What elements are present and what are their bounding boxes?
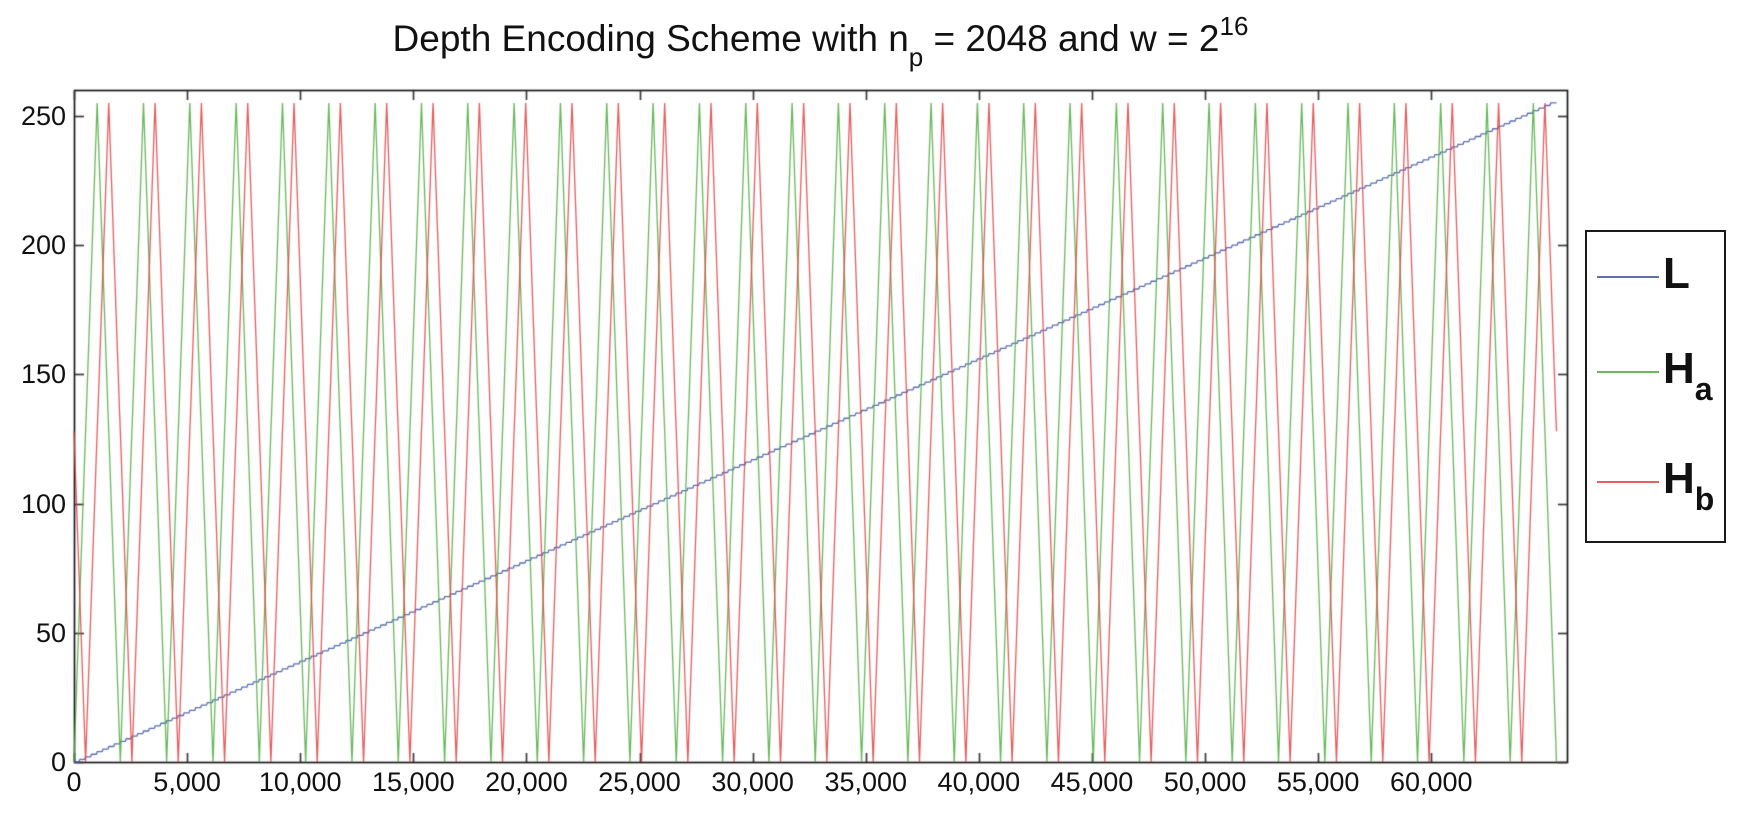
legend-label-Ha-sub: a (1694, 371, 1713, 407)
title-text-2: = 2048 and w = 2 (923, 18, 1220, 59)
y-tick-label-250: 250 (20, 100, 66, 131)
legend-label-L: L (1663, 252, 1690, 316)
legend-line-sample-L (1597, 276, 1659, 278)
title-text-1: Depth Encoding Scheme with n (392, 18, 909, 59)
y-tick-label-150: 150 (20, 359, 66, 390)
x-tick-label-25,000: 25,000 (598, 767, 681, 797)
x-tick-label-0: 0 (66, 767, 82, 797)
chart-title: Depth Encoding Scheme with np = 2048 and… (74, 11, 1567, 73)
legend-label-Hb: Hb (1663, 457, 1714, 521)
legend-line-sample-Hb (1597, 481, 1659, 483)
legend-label-L-text: L (1663, 249, 1690, 298)
legend-label-Ha-text: H (1663, 344, 1695, 393)
x-tick-label-35,000: 35,000 (824, 767, 908, 797)
y-tick-label-200: 200 (20, 230, 66, 261)
x-tick-label-15,000: 15,000 (372, 767, 455, 797)
y-tick-label-0: 0 (50, 747, 66, 777)
legend: L Ha Hb (1585, 230, 1726, 543)
title-superscript-16: 16 (1219, 11, 1249, 41)
x-tick-label-40,000: 40,000 (937, 767, 1021, 797)
y-tick-label-100: 100 (20, 488, 66, 519)
x-tick-label-45,000: 45,000 (1050, 767, 1134, 797)
x-tick-label-60,000: 60,000 (1389, 767, 1473, 797)
x-tick-label-30,000: 30,000 (711, 767, 794, 797)
legend-label-Ha: Ha (1663, 347, 1713, 411)
x-tick-label-5,000: 5,000 (153, 767, 221, 797)
legend-line-sample-Ha (1597, 371, 1659, 373)
legend-label-Hb-sub: b (1694, 481, 1715, 517)
x-tick-label-55,000: 55,000 (1276, 767, 1360, 797)
y-tick-label-50: 50 (35, 617, 66, 648)
x-tick-label-50,000: 50,000 (1163, 767, 1247, 797)
title-subscript-p: p (908, 42, 924, 72)
x-tick-label-20,000: 20,000 (485, 767, 568, 797)
legend-label-Hb-text: H (1663, 454, 1695, 503)
x-tick-label-10,000: 10,000 (258, 767, 342, 797)
